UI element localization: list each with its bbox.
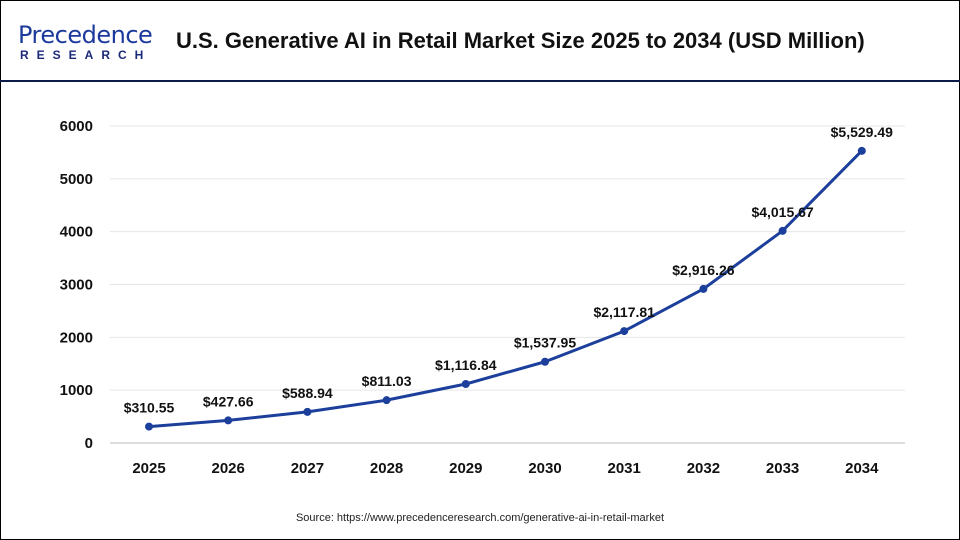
x-tick-label: 2025 <box>132 460 165 477</box>
y-tick-label: 1000 <box>60 382 93 399</box>
y-tick-label: 0 <box>85 435 93 452</box>
header: Precedence RESEARCH U.S. Generative AI i… <box>0 0 960 82</box>
x-tick-label: 2032 <box>687 460 720 477</box>
y-tick-label: 5000 <box>60 171 93 188</box>
y-tick-label: 3000 <box>60 277 93 294</box>
data-point <box>145 422 153 431</box>
x-tick-label: 2033 <box>766 460 799 477</box>
x-tick-label: 2031 <box>608 460 641 477</box>
x-tick-label: 2030 <box>528 460 561 477</box>
data-label: $1,537.95 <box>514 335 576 351</box>
x-tick-label: 2028 <box>370 460 403 477</box>
x-tick-label: 2034 <box>845 460 879 477</box>
data-point <box>303 407 312 416</box>
data-label: $2,916.26 <box>672 262 734 278</box>
series-line <box>148 149 863 429</box>
data-label: $427.66 <box>203 393 254 409</box>
data-point <box>620 327 629 336</box>
data-label: $4,015.67 <box>751 204 813 220</box>
y-tick-label: 2000 <box>60 329 93 346</box>
data-point <box>461 379 470 388</box>
data-label: $811.03 <box>362 373 412 389</box>
data-point <box>541 357 549 366</box>
x-tick-label: 2027 <box>291 460 324 477</box>
chart-title: U.S. Generative AI in Retail Market Size… <box>176 28 865 53</box>
data-label: $588.94 <box>282 385 333 401</box>
source-note: Source: https://www.precedenceresearch.c… <box>295 512 665 524</box>
data-point <box>778 226 787 235</box>
y-tick-label: 4000 <box>60 224 93 241</box>
data-label: $1,116.84 <box>435 357 497 373</box>
x-tick-label: 2029 <box>449 460 482 477</box>
data-point <box>857 146 866 155</box>
data-label: $5,529.49 <box>831 124 893 140</box>
data-label: $2,117.81 <box>593 304 655 320</box>
data-label: $310.55 <box>124 400 175 416</box>
precedence-research-logo: Precedence RESEARCH <box>18 21 153 62</box>
y-tick-label: 6000 <box>60 118 93 135</box>
data-point <box>699 284 708 293</box>
data-point <box>382 396 391 405</box>
x-tick-label: 2026 <box>212 460 245 477</box>
data-point <box>224 416 233 425</box>
